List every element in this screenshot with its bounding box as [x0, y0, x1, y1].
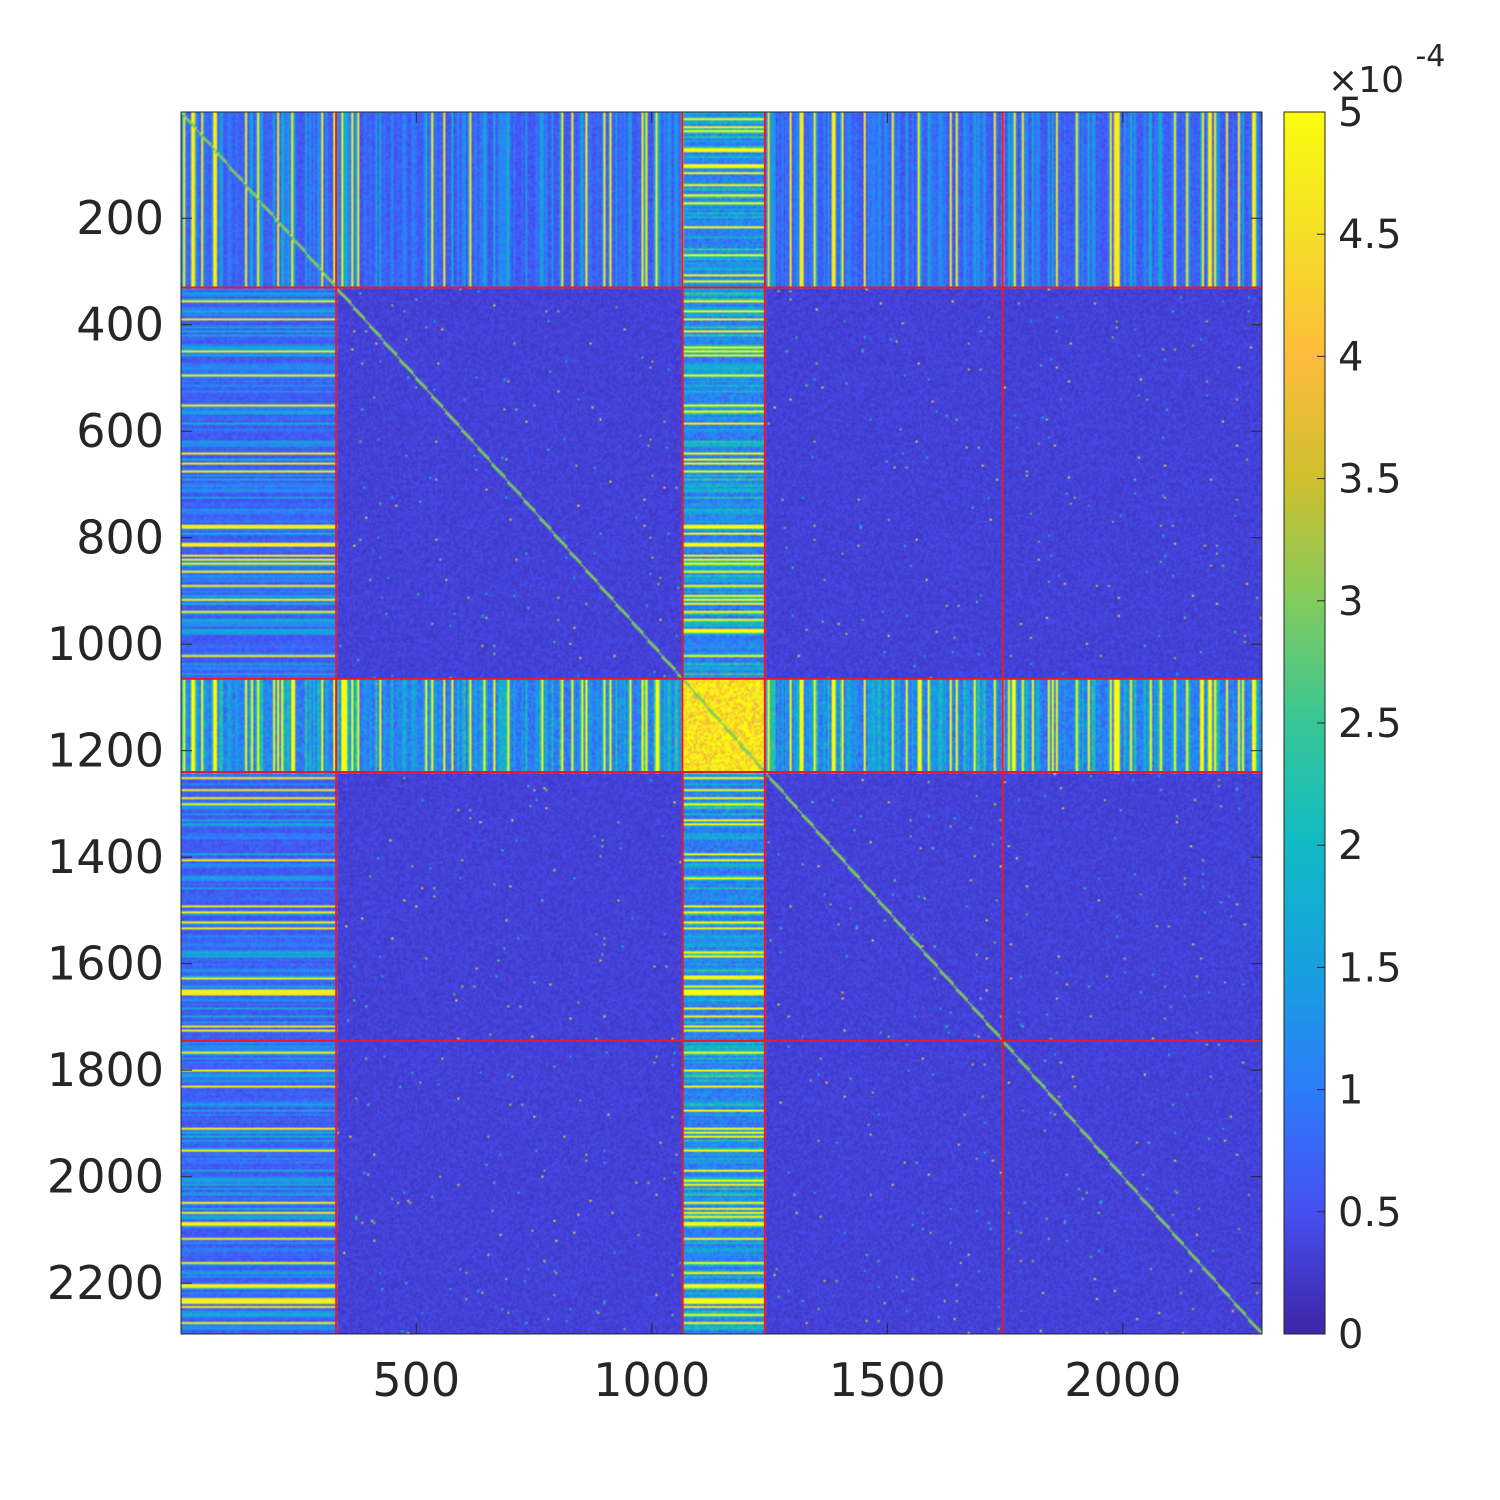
colorbar-tick-label: 1 [1338, 1068, 1363, 1114]
y-tick-label: 1400 [47, 830, 164, 884]
y-tick-label: 2200 [47, 1256, 164, 1310]
y-axis-ticks: 200 400 600 800 1000 1200 1400 1600 1800 2000 2200 [47, 191, 1262, 1310]
y-tick-label: 400 [76, 298, 164, 352]
colorbar-tick-label: 2 [1338, 823, 1363, 869]
colorbar: 0 0.5 1 1.5 2 2.5 3 3.5 4 4.5 5 ×10 -4 [1283, 39, 1445, 1358]
block-boundary-lines [181, 112, 1262, 1334]
colorbar-tick-label: 2.5 [1338, 701, 1402, 747]
x-axis-ticks: 500 1000 1500 2000 [372, 112, 1181, 1407]
y-tick-label: 600 [76, 404, 164, 458]
colorbar-tick-label: 0 [1338, 1312, 1363, 1358]
colorbar-ticks: 0 0.5 1 1.5 2 2.5 3 3.5 4 4.5 5 [1317, 90, 1402, 1358]
y-tick-label: 1200 [47, 724, 164, 778]
heatmap-plot-area: 500 1000 1500 2000 200 400 600 800 1000 1200 1400… [47, 111, 1263, 1407]
y-tick-label: 200 [76, 191, 164, 245]
y-tick-label: 2000 [47, 1150, 164, 1204]
colorbar-tick-label: 3 [1338, 579, 1363, 625]
colorbar-tick-label: 5 [1338, 90, 1363, 136]
colorbar-tick-label: 0.5 [1338, 1190, 1402, 1236]
x-tick-label: 1000 [593, 1353, 710, 1407]
colorbar-tick-label: 4.5 [1338, 212, 1402, 258]
plot-frame [180, 111, 1263, 1335]
x-tick-label: 1500 [829, 1353, 946, 1407]
colorbar-tick-label: 3.5 [1338, 457, 1402, 503]
y-tick-label: 1600 [47, 937, 164, 991]
heatmap-image [181, 112, 1262, 1334]
x-tick-label: 500 [372, 1353, 460, 1407]
colorbar-multiplier: ×10 -4 [1328, 39, 1445, 101]
colorbar-tick-label: 1.5 [1338, 945, 1402, 991]
y-tick-label: 800 [76, 511, 164, 565]
x-tick-label: 2000 [1064, 1353, 1181, 1407]
y-tick-label: 1000 [47, 617, 164, 671]
colorbar-multiplier-prefix: ×10 [1328, 60, 1404, 101]
colorbar-tick-label: 4 [1338, 334, 1363, 380]
colorbar-multiplier-exponent: -4 [1415, 39, 1445, 74]
y-tick-label: 1800 [47, 1043, 164, 1097]
